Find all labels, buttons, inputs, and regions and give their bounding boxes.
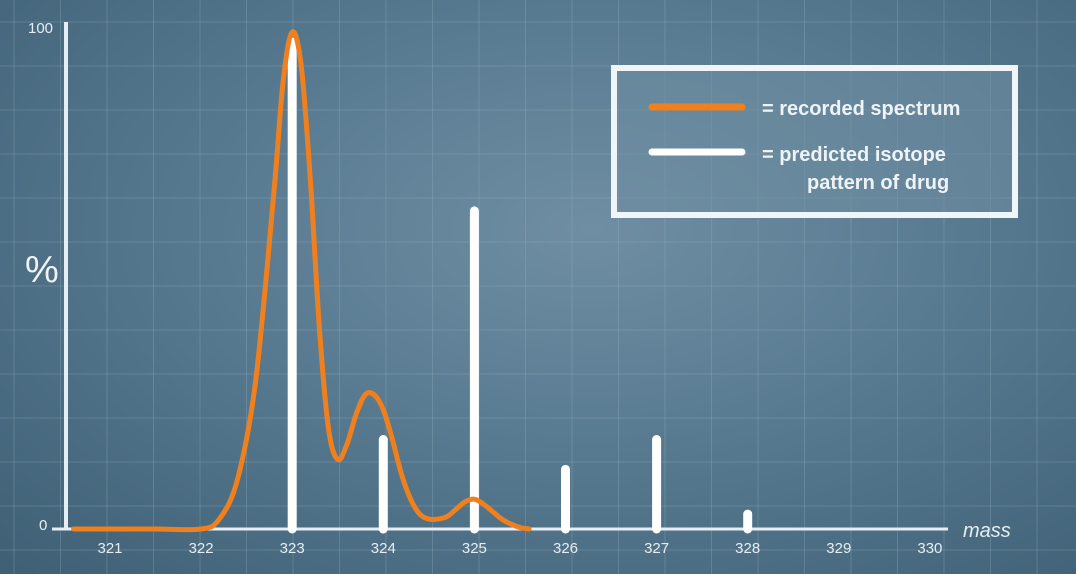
x-tick-label: 323 [280,540,305,557]
y-tick-label-top: 100 [28,20,53,37]
legend-label-recorded: = recorded spectrum [762,98,960,120]
legend-label-predicted: = predicted isotope pattern of drug [762,144,952,194]
x-tick-label: 326 [553,540,578,557]
recorded-spectrum-line [71,29,532,533]
predicted-sticks [287,37,753,534]
x-tick-label: 327 [644,540,669,557]
x-tick-label: 325 [462,540,487,557]
x-tick-label: 324 [371,540,396,557]
legend: = recorded spectrum = predicted isotope … [611,65,1018,218]
legend-box [611,65,1018,218]
x-axis-label: mass [963,520,1011,542]
x-tick-label: 329 [826,540,851,557]
y-tick-label-bottom: 0 [39,517,47,534]
x-tick-label: 321 [97,540,122,557]
x-tick-labels: 321 322 323 324 325 326 327 328 329 330 [97,540,942,557]
x-tick-label: 330 [917,540,942,557]
x-tick-label: 322 [189,540,214,557]
y-axis-label: % [25,249,59,291]
x-tick-label: 328 [735,540,760,557]
